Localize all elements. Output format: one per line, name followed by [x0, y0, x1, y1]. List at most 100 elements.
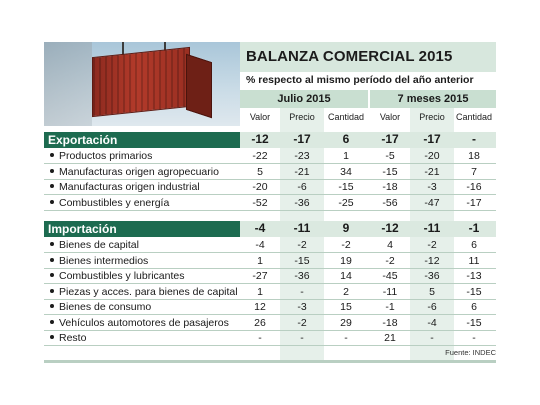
cell-value: -	[300, 285, 304, 298]
column-header: Cantidad	[327, 112, 365, 122]
row-divider	[44, 283, 496, 284]
cell-value: 15	[340, 301, 352, 313]
row-label: Manufacturas origen industrial	[50, 181, 200, 193]
bullet-icon	[50, 335, 54, 340]
row-divider	[44, 178, 496, 180]
row-divider	[44, 329, 496, 331]
cell-value: 29	[340, 316, 352, 329]
row-divider	[44, 209, 496, 211]
cell-value: -17	[466, 196, 482, 209]
table-row: Productos primarios -22 -23 1 -5 -20 18	[44, 149, 496, 164]
row-label: Bienes de capital	[50, 239, 139, 251]
cell-value: 19	[340, 254, 352, 267]
bullet-icon	[50, 288, 54, 293]
section-total-value: 6	[342, 132, 350, 146]
cell-value: -13	[466, 270, 482, 282]
cell-value: -	[258, 332, 262, 344]
column-header: Precio	[419, 112, 445, 122]
row-divider	[44, 345, 496, 346]
section-total-value: 9	[342, 221, 350, 235]
cell-value: -56	[382, 196, 398, 209]
cell-value: -20	[424, 150, 440, 162]
cell-value: 4	[387, 239, 393, 251]
bullet-icon	[50, 273, 54, 278]
table-row: Piezas y acces. para bienes de capital 1 -…	[44, 285, 496, 300]
cell-value: 6	[471, 301, 477, 313]
row-label-text: Bienes intermedios	[59, 254, 149, 267]
cell-value: -27	[252, 270, 268, 282]
row-divider	[44, 314, 496, 315]
bullet-icon	[50, 242, 54, 247]
cell-value: 14	[340, 270, 352, 282]
cell-value: -5	[385, 150, 395, 162]
section-header: Exportación	[44, 132, 240, 148]
source-note: Fuente: INDEC	[445, 348, 496, 357]
section-total-value: -17	[381, 132, 399, 146]
cell-value: 1	[257, 285, 263, 298]
cell-value: -47	[424, 196, 440, 209]
title-band: BALANZA COMERCIAL 2015	[240, 42, 496, 72]
cell-value: 5	[429, 285, 435, 298]
section-total-value: -17	[293, 132, 311, 146]
cell-value: -45	[382, 270, 398, 282]
row-label-text: Bienes de capital	[59, 239, 139, 251]
container-photo	[44, 42, 240, 126]
bullet-icon	[50, 304, 54, 309]
row-label: Manufacturas origen agropecuario	[50, 166, 219, 178]
section-total-value: -4	[254, 221, 266, 235]
bottom-rule	[44, 360, 496, 363]
cell-value: -18	[382, 316, 398, 329]
group-header-7-meses: 7 meses 2015	[370, 90, 496, 108]
cell-value: -16	[466, 181, 482, 193]
cell-value: -3	[297, 301, 307, 313]
cable	[164, 42, 166, 52]
row-label: Productos primarios	[50, 150, 152, 162]
table-row: Combustibles y energía -52 -36 -25 -56 -47 -17	[44, 196, 496, 211]
row-label: Vehículos automotores de pasajeros	[50, 317, 229, 329]
trade-balance-table: BALANZA COMERCIAL 2015 % respecto al mis…	[44, 42, 496, 363]
cell-value: -2	[341, 239, 351, 251]
section-header: Importación	[44, 221, 240, 237]
subtitle: % respecto al mismo período del año ante…	[246, 74, 474, 86]
cell-value: -	[430, 332, 434, 344]
row-label: Piezas y acces. para bienes de capital	[50, 286, 238, 298]
row-label-text: Vehículos automotores de pasajeros	[59, 316, 229, 329]
cell-value: -15	[338, 181, 354, 193]
cell-value: -15	[466, 316, 482, 329]
cell-value: -25	[338, 196, 354, 209]
cell-value: -4	[255, 239, 265, 251]
cell-value: 5	[257, 165, 263, 178]
cell-value: -23	[294, 150, 310, 162]
section-totals-band	[240, 221, 496, 237]
cell-value: -52	[252, 196, 268, 209]
table-row: Bienes de capital -4 -2 -2 4 -2 6	[44, 238, 496, 253]
row-divider	[44, 252, 496, 253]
container-side	[186, 53, 212, 119]
cell-value: 11	[468, 254, 480, 267]
cell-value: -2	[297, 316, 307, 329]
row-label-text: Combustibles y energía	[59, 196, 170, 209]
cell-value: -	[344, 332, 348, 344]
bullet-icon	[50, 199, 54, 204]
cell-value: -15	[382, 165, 398, 178]
cell-value: -22	[252, 150, 268, 162]
section-total-value: -17	[423, 132, 441, 146]
cell-value: 7	[471, 165, 477, 178]
crane-image	[44, 42, 92, 126]
cell-value: -2	[297, 239, 307, 251]
row-label: Bienes intermedios	[50, 255, 148, 267]
shipping-container	[92, 46, 190, 118]
row-divider	[44, 163, 496, 164]
cell-value: -21	[294, 165, 310, 178]
cell-value: -6	[427, 301, 437, 313]
cell-value: -12	[424, 254, 440, 267]
cell-value: -21	[424, 165, 440, 178]
row-label: Resto	[50, 332, 86, 344]
row-divider	[44, 298, 496, 300]
bullet-icon	[50, 257, 54, 262]
table-row: Manufacturas origen industrial -20 -6 -15 -1…	[44, 180, 496, 195]
cell-value: -1	[385, 301, 395, 313]
cell-value: -15	[294, 254, 310, 267]
row-label: Combustibles y lubricantes	[50, 270, 184, 282]
row-divider	[44, 194, 496, 195]
